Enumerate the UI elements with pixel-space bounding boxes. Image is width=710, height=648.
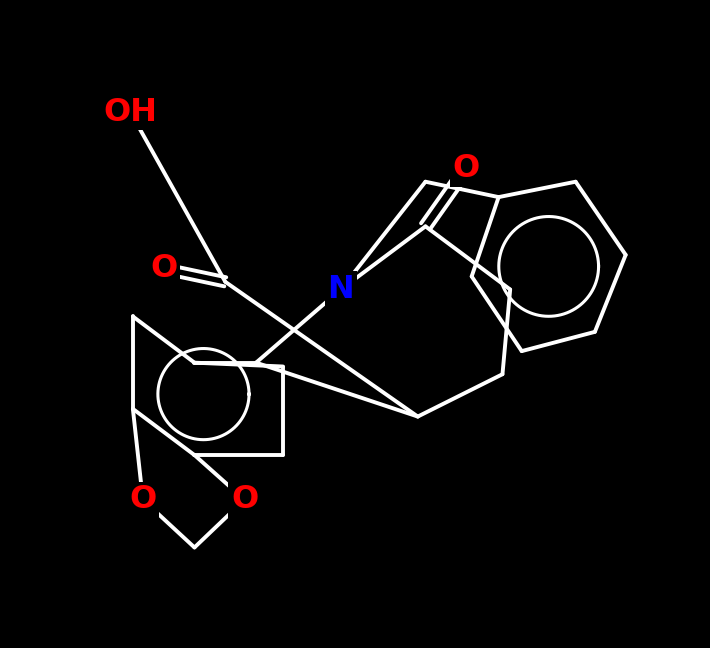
Text: OH: OH bbox=[104, 97, 158, 128]
Text: O: O bbox=[453, 153, 480, 184]
Text: N: N bbox=[327, 274, 354, 305]
Text: O: O bbox=[129, 484, 156, 515]
Text: O: O bbox=[150, 253, 178, 284]
Text: O: O bbox=[231, 484, 258, 515]
